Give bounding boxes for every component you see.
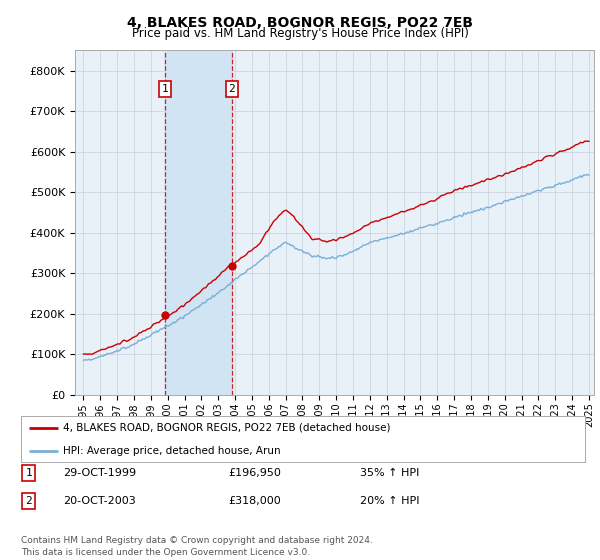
Text: 4, BLAKES ROAD, BOGNOR REGIS, PO22 7EB: 4, BLAKES ROAD, BOGNOR REGIS, PO22 7EB xyxy=(127,16,473,30)
Bar xyxy=(165,50,232,395)
Text: 35% ↑ HPI: 35% ↑ HPI xyxy=(360,468,419,478)
Text: Price paid vs. HM Land Registry's House Price Index (HPI): Price paid vs. HM Land Registry's House … xyxy=(131,27,469,40)
Text: 1: 1 xyxy=(161,84,168,94)
Text: HPI: Average price, detached house, Arun: HPI: Average price, detached house, Arun xyxy=(64,446,281,455)
Text: 4, BLAKES ROAD, BOGNOR REGIS, PO22 7EB (detached house): 4, BLAKES ROAD, BOGNOR REGIS, PO22 7EB (… xyxy=(64,423,391,432)
Text: £318,000: £318,000 xyxy=(228,496,281,506)
Text: 2: 2 xyxy=(229,84,235,94)
Text: 20-OCT-2003: 20-OCT-2003 xyxy=(63,496,136,506)
Text: £196,950: £196,950 xyxy=(228,468,281,478)
Text: 29-OCT-1999: 29-OCT-1999 xyxy=(63,468,136,478)
Text: 2: 2 xyxy=(25,496,32,506)
Text: Contains HM Land Registry data © Crown copyright and database right 2024.
This d: Contains HM Land Registry data © Crown c… xyxy=(21,536,373,557)
Text: 1: 1 xyxy=(25,468,32,478)
Text: 20% ↑ HPI: 20% ↑ HPI xyxy=(360,496,419,506)
